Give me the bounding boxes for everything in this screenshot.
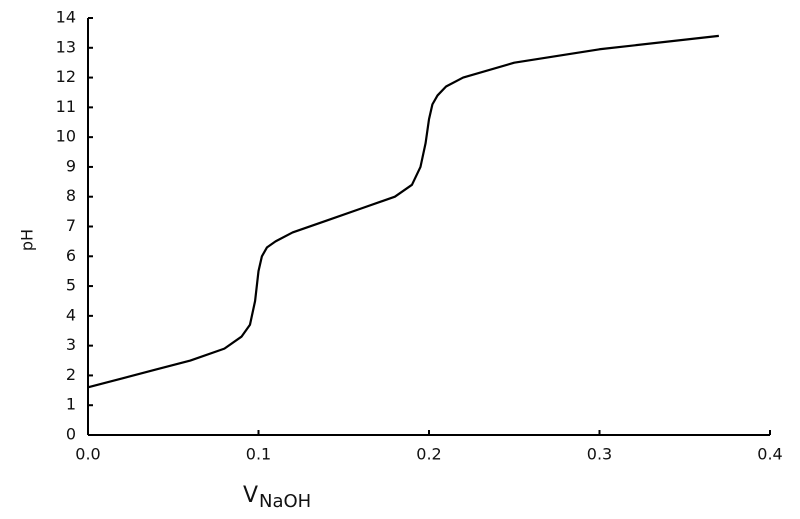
y-tick-label: 12	[56, 67, 76, 86]
y-tick-label: 6	[66, 246, 76, 265]
y-tick-label: 2	[66, 365, 76, 384]
y-tick-label: 4	[66, 305, 76, 324]
y-tick-label: 10	[56, 127, 76, 146]
y-tick-label: 1	[66, 395, 76, 414]
y-tick-label: 14	[56, 8, 76, 27]
y-tick-label: 11	[56, 97, 76, 116]
x-axis-label-subscript: NaOH	[259, 491, 311, 512]
x-tick-label: 0.2	[416, 445, 441, 464]
x-tick-label: 0.1	[246, 445, 271, 464]
y-tick-label: 8	[66, 186, 76, 205]
titration-curve	[87, 34, 719, 389]
x-tick-label: 0.0	[75, 445, 100, 464]
y-tick-label: 13	[56, 37, 76, 56]
x-tick-label: 0.4	[757, 445, 782, 464]
y-tick-label: 5	[66, 276, 76, 295]
y-tick-label: 3	[66, 335, 76, 354]
y-tick-label: 9	[66, 156, 76, 175]
y-tick-label: 0	[66, 425, 76, 444]
y-axis-label: pH	[18, 229, 37, 251]
y-tick-label: 7	[66, 216, 76, 235]
x-tick-label: 0.3	[587, 445, 612, 464]
x-axis-label: V	[243, 483, 258, 508]
